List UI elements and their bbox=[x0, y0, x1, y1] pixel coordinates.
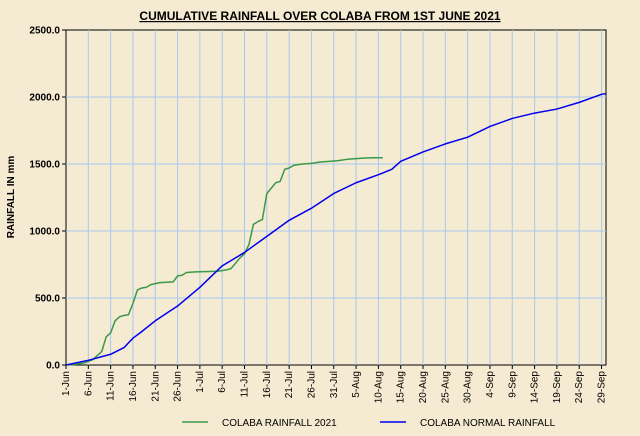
x-tick-label: 15-Aug bbox=[396, 371, 407, 403]
x-tick-label: 6-Jun bbox=[83, 371, 94, 396]
y-axis-label: RAINFALL IN mm bbox=[6, 156, 17, 239]
series-line-2021 bbox=[65, 156, 383, 366]
x-tick-label: 20-Aug bbox=[418, 371, 429, 403]
legend-label-normal: COLABA NORMAL RAINFALL bbox=[420, 418, 556, 429]
x-tick-label: 9-Sep bbox=[507, 371, 518, 398]
legend: COLABA RAINFALL 2021 COLABA NORMAL RAINF… bbox=[182, 418, 556, 429]
horizontal-gridlines bbox=[66, 96, 606, 299]
series-layer bbox=[65, 92, 607, 366]
y-tick-label: 2500.0 bbox=[29, 26, 60, 37]
series-line-normal bbox=[65, 92, 607, 366]
x-tick-label: 31-Jul bbox=[329, 371, 340, 398]
y-tick-label: 0.0 bbox=[46, 361, 60, 372]
x-tick-label: 19-Sep bbox=[552, 371, 563, 404]
x-tick-label: 24-Sep bbox=[574, 371, 585, 404]
y-tick-label: 1000.0 bbox=[29, 227, 60, 238]
x-tick-label: 26-Jun bbox=[173, 371, 184, 402]
x-tick-label: 11-Jul bbox=[240, 371, 251, 398]
x-tick-label: 6-Jul bbox=[217, 371, 228, 393]
x-tick-label: 21-Jun bbox=[150, 371, 161, 402]
vertical-gridlines bbox=[87, 30, 603, 365]
x-axis-ticks: 1-Jun 6-Jun 11-Jun 16-Jun 21-Jun 26-Jun 1-Jul 6… bbox=[61, 365, 608, 403]
x-tick-label: 5-Aug bbox=[351, 371, 362, 398]
x-tick-label: 21-Jul bbox=[284, 371, 295, 398]
chart-title: CUMULATIVE RAINFALL OVER COLABA FROM 1ST… bbox=[139, 9, 500, 23]
x-tick-label: 29-Sep bbox=[597, 371, 608, 404]
x-tick-label: 10-Aug bbox=[373, 371, 384, 403]
y-tick-label: 2000.0 bbox=[29, 93, 60, 104]
x-tick-label: 4-Sep bbox=[485, 371, 496, 398]
plot-area bbox=[65, 29, 607, 366]
legend-label-2021: COLABA RAINFALL 2021 bbox=[222, 418, 337, 429]
x-tick-label: 1-Jun bbox=[61, 371, 72, 396]
y-tick-label: 1500.0 bbox=[29, 160, 60, 171]
x-tick-label: 14-Sep bbox=[530, 371, 541, 404]
y-tick-label: 500.0 bbox=[35, 294, 60, 305]
y-axis-ticks: 0.0 500.0 1000.0 1500.0 2000.0 2500.0 bbox=[29, 26, 66, 372]
x-tick-label: 26-Jul bbox=[306, 371, 317, 398]
x-tick-label: 25-Aug bbox=[440, 371, 451, 403]
x-tick-label: 1-Jul bbox=[195, 371, 206, 393]
x-tick-label: 16-Jul bbox=[262, 371, 273, 398]
x-tick-label: 16-Jun bbox=[128, 371, 139, 402]
x-tick-label: 30-Aug bbox=[463, 371, 474, 403]
x-tick-label: 11-Jun bbox=[106, 371, 117, 401]
